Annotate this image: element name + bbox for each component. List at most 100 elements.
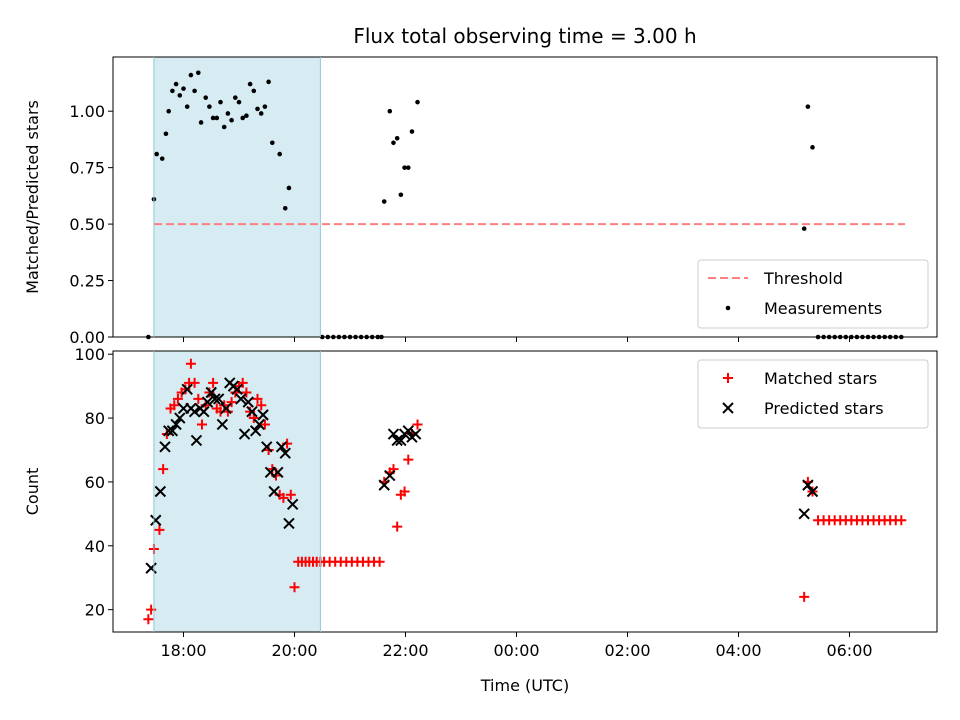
x-tick-label: 00:00 [493,641,539,660]
measurement-point [229,117,234,123]
matched-stars-point [185,358,196,369]
predicted-stars-point [166,425,179,437]
measurement-point [381,199,387,204]
measurement-point [218,99,223,105]
matched-stars-point [143,614,154,625]
predicted-stars-point [235,393,247,405]
matched-stars-point [278,492,289,503]
matched-stars-point [197,419,207,430]
predicted-stars-point [212,393,225,405]
count-panel-frame [112,350,938,633]
predicted-stars-point [279,447,291,459]
matched-stars-point [285,489,296,500]
predicted-stars-point [188,405,201,418]
matched-stars-point [241,387,252,398]
measurement-point [203,95,208,100]
ratio-panel-frame [112,56,938,338]
legend-label: Threshold [763,269,843,288]
measurement-point [173,81,179,87]
legend-measurement-swatch [725,305,731,311]
count-legend: Matched stars Predicted stars [697,359,929,429]
measurement-point [262,104,268,109]
measurement-point [163,131,169,137]
measurement-point [225,111,231,116]
measurement-point [177,93,183,98]
predicted-stars-point [802,479,814,491]
matched-stars-point [226,397,237,408]
predicted-stars-point [272,466,284,479]
matched-stars-point [189,377,200,388]
predicted-stars-point [238,428,251,440]
matched-stars-point [158,464,169,475]
measurement-point [233,95,238,100]
measurement-point [805,104,811,109]
predicted-stars-point [286,498,299,510]
legend-predicted-swatch [722,402,734,414]
measurement-point [394,135,400,141]
y-tick-label: 60 [85,473,105,492]
predicted-stars-point [806,485,819,498]
chart-title: Flux total observing time = 3.00 h [353,24,696,48]
predicted-stars-point [395,434,407,447]
predicted-stars-point [201,396,214,408]
y-tick-label: 20 [85,601,105,620]
predicted-stars-point [384,469,396,482]
measurement-point [214,115,220,121]
x-axis-label: Time (UTC) [480,676,569,695]
predicted-stars-point [181,383,193,396]
predicted-stars-point [150,514,162,526]
x-tick-label: 04:00 [715,641,761,660]
legend-box [697,359,929,429]
measurement-point [282,205,288,211]
matched-stars-point [374,556,385,567]
matched-stars-point [193,393,204,404]
x-tick-label: 06:00 [826,641,872,660]
legend-label: Matched stars [764,369,877,388]
predicted-stars-point [209,393,221,405]
predicted-stars-point [198,405,210,418]
count-panel: 20 40 60 80 100 18:00 20:00 22:00 00:00 02:00 04:… [23,345,938,660]
y-tick-label: 0.75 [69,159,105,178]
measurement-point [402,165,407,170]
measurement-point [277,151,283,157]
measurement-point [409,129,415,134]
predicted-stars-point [242,396,254,408]
measurement-point [244,113,249,119]
x-tick-label: 02:00 [604,641,650,660]
ratio-legend: Threshold Measurements [697,259,929,329]
matched-stars-point [169,400,180,411]
predicted-stars-point [261,441,273,453]
predicted-stars-point [190,434,203,447]
matched-stars-point [256,400,267,411]
measurement-point [159,156,165,161]
observing-window-band [153,351,321,632]
legend-label: Predicted stars [764,399,884,418]
matched-stars-point [252,393,263,404]
y-tick-label: 0.50 [69,215,105,234]
y-tick-label: 80 [85,409,105,428]
legend-box [697,259,929,329]
predicted-stars-point [283,517,295,530]
measurement-point [258,111,264,116]
ratio-panel: 0.00 0.25 0.50 0.75 1.00 Matched/Predicted s… [23,56,938,347]
predicted-stars-point [249,425,262,437]
measurement-point [240,115,245,121]
matched-stars-point [154,524,165,535]
measurement-point [166,108,171,114]
legend-matched-swatch [723,373,733,383]
measurement-point [801,226,807,231]
predicted-stars-point [174,412,186,424]
measurement-point [207,104,212,109]
predicted-stars-point [231,383,243,396]
measurement-point [391,140,396,146]
measurement-point [170,88,175,94]
measurement-point [387,108,393,114]
predicted-stars-point [145,562,157,574]
measurement-point [415,99,420,105]
matched-stars-point [180,384,191,395]
y-tick-label: 0.25 [69,272,105,291]
matched-stars-point [399,486,410,497]
predicted-stars-point [220,402,232,415]
y-tick-label: 0.00 [69,328,105,347]
